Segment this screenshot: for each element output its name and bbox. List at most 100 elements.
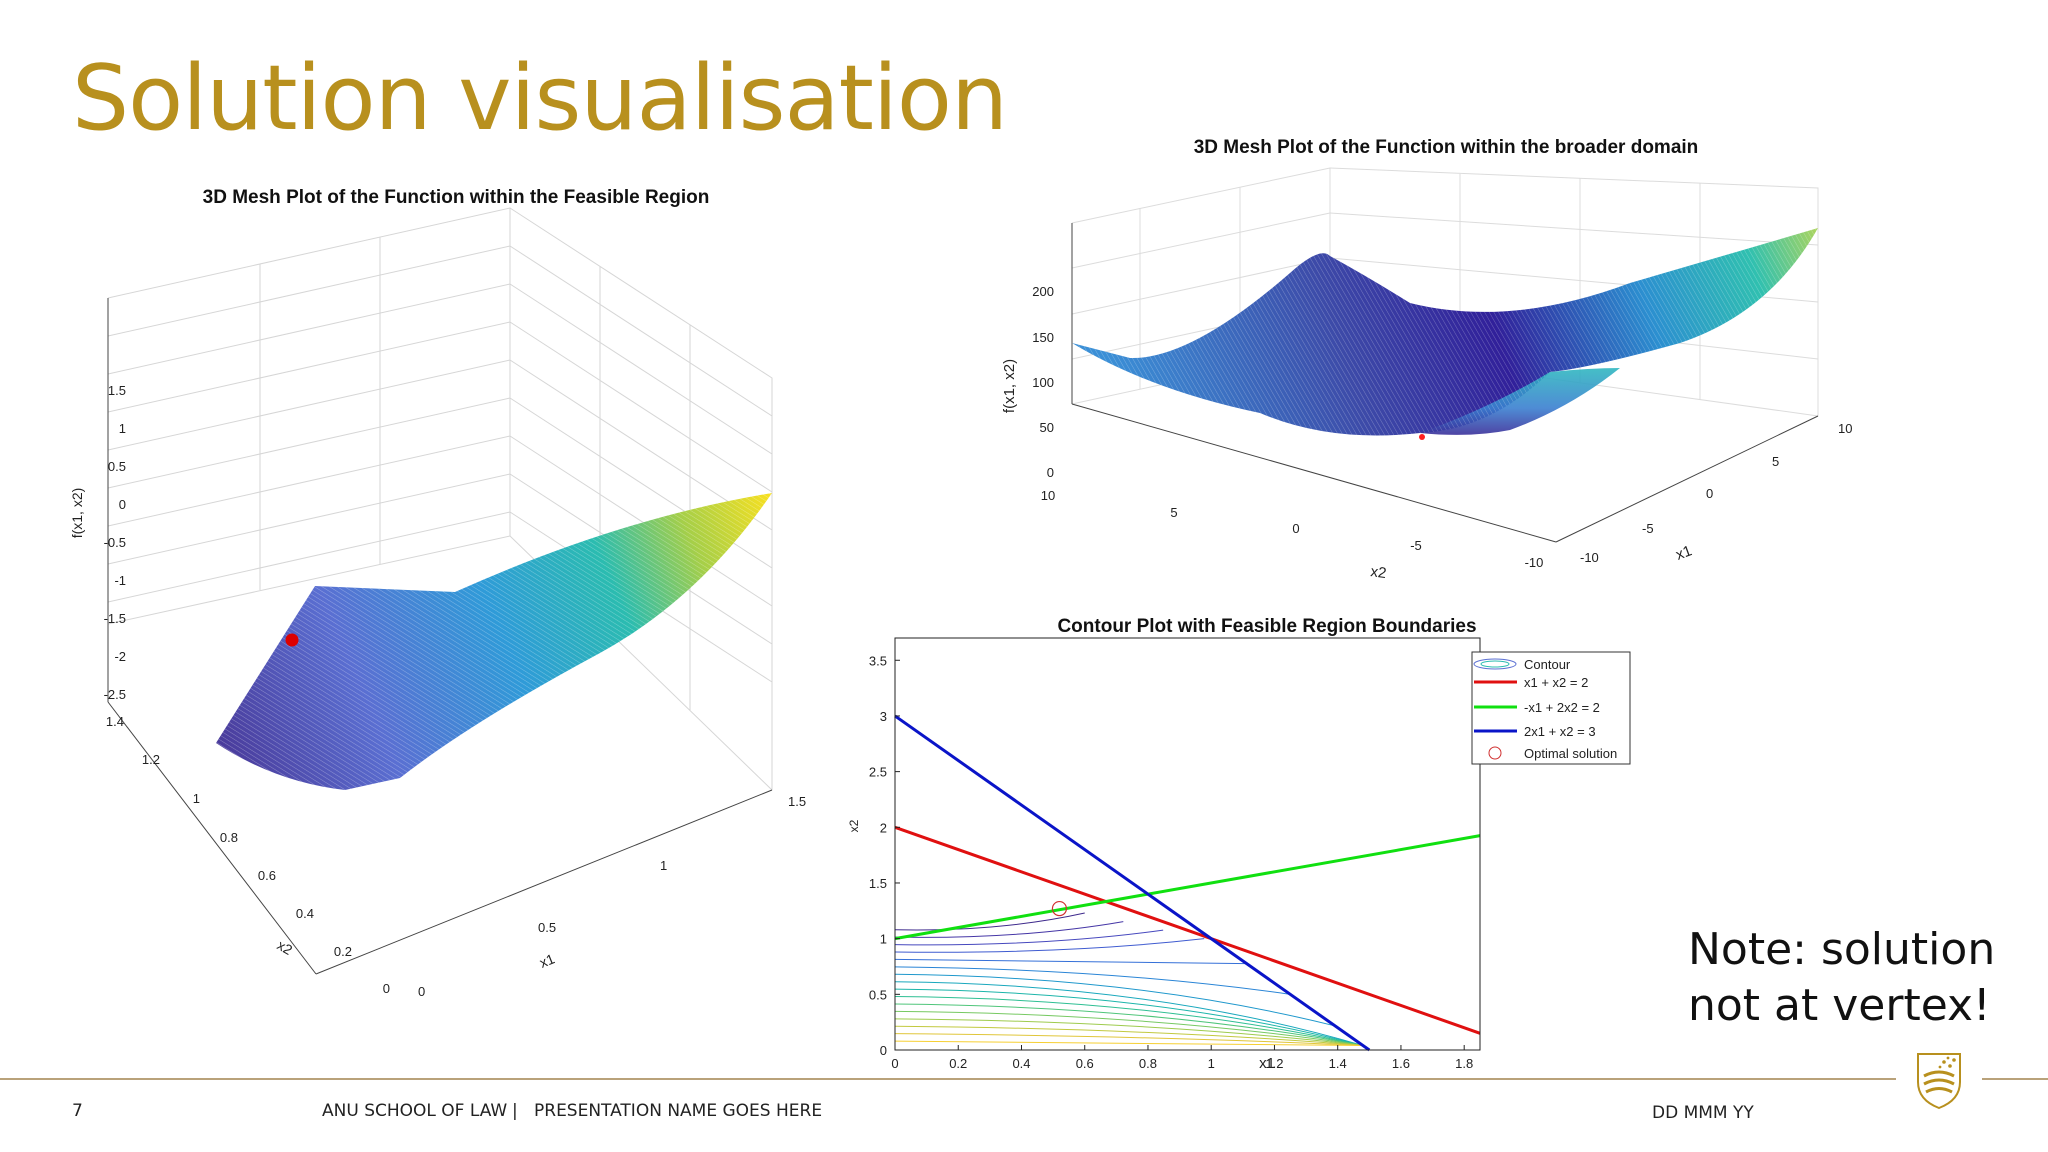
chart3-x-tick: 0.4 <box>1012 1056 1030 1071</box>
chart1-y-tick: 0.8 <box>220 830 238 845</box>
chart2-x-tick: 10 <box>1838 421 1852 436</box>
chart3-y-tick: 0.5 <box>869 987 887 1002</box>
chart2-x-tick: 0 <box>1706 486 1713 501</box>
chart1-z-tick: 1.5 <box>108 383 126 398</box>
footer-separator: | <box>512 1101 518 1121</box>
chart1-z-tick: 1 <box>119 421 126 436</box>
chart3-contour-level <box>894 1025 1364 1047</box>
chart2-y-tick: 0 <box>1292 521 1299 536</box>
chart3-x-tick: 0 <box>891 1056 898 1071</box>
chart2-surface-mesh <box>1072 228 1818 436</box>
footer-presentation: PRESENTATION NAME GOES HERE <box>534 1101 823 1121</box>
chart3-title: Contour Plot with Feasible Region Bounda… <box>1057 616 1476 637</box>
chart2-y-ticks: 10 5 0 -5 -10 <box>1041 488 1544 570</box>
footer-rule-right <box>1982 1078 2048 1080</box>
chart3-contour-level <box>894 1040 1364 1047</box>
chart2-y-tick: -10 <box>1525 555 1544 570</box>
chart3-contour-level <box>894 996 1364 1047</box>
chart1-y-label: x2 <box>275 937 296 958</box>
chart1-y-tick: 0 <box>383 981 390 996</box>
chart3-y-tick: 2 <box>880 820 887 835</box>
chart3-frame <box>894 637 1481 1051</box>
chart1-surface-mesh <box>216 493 772 790</box>
chart1-z-tick: 0.5 <box>108 459 126 474</box>
chart3-x-tick: 1.6 <box>1392 1056 1410 1071</box>
chart1-y-tick: 1.4 <box>106 714 124 729</box>
chart1-z-tick: -0.5 <box>104 535 126 550</box>
legend-item: -x1 + 2x2 = 2 <box>1524 700 1600 715</box>
chart3-contour-level <box>894 966 1291 995</box>
legend-item: Contour <box>1524 657 1571 672</box>
note-callout: Note: solution not at vertex! <box>1688 922 1995 1034</box>
chart1-y-tick: 1 <box>193 791 200 806</box>
chart1-y-tick: 0.2 <box>334 944 352 959</box>
chart2-x-label: x1 <box>1674 542 1695 563</box>
chart2-z-ticks: 200 150 100 50 0 <box>1032 284 1054 480</box>
chart2-title: 3D Mesh Plot of the Function within the … <box>1194 137 1699 158</box>
chart1-axes <box>107 298 773 975</box>
chart1-z-tick: -2 <box>114 649 126 664</box>
chart1-y-ticks: 1.4 1.2 1 0.8 0.6 0.4 0.2 0 <box>106 714 390 996</box>
chart2-optimal-marker <box>1419 434 1425 440</box>
footer-page-number: 7 <box>72 1101 83 1121</box>
chart3-x-tick: 0.2 <box>949 1056 967 1071</box>
chart1-z-ticks: 1.5 1 0.5 0 -0.5 -1 -1.5 -2 -2.5 <box>104 383 126 702</box>
chart1-x-ticks: 0 0.5 1 1.5 <box>418 794 806 999</box>
chart1-x-tick: 0.5 <box>538 920 556 935</box>
footer-date: DD MMM YY <box>1652 1103 1754 1123</box>
chart3-y-tick: 3 <box>880 709 887 724</box>
slide-title: Solution visualisation <box>72 52 1008 144</box>
chart2-z-tick: 0 <box>1047 465 1054 480</box>
chart3-contour-level <box>894 958 1247 965</box>
chart2-x-tick: -5 <box>1642 521 1654 536</box>
chart3-x-tick: 0.6 <box>1076 1056 1094 1071</box>
chart3-contour-level <box>894 988 1364 1047</box>
chart2-z-tick: 200 <box>1032 284 1054 299</box>
chart2-z-label: f(x1, x2) <box>1001 359 1018 413</box>
chart1-x-tick: 0 <box>418 984 425 999</box>
note-line-2: not at vertex! <box>1688 980 1991 1031</box>
chart3-y-tick: 0 <box>880 1043 887 1058</box>
chart3-contour-level <box>894 973 1336 1027</box>
chart3-x-tick: 1.8 <box>1455 1056 1473 1071</box>
chart3-y-tick: 3.5 <box>869 653 887 668</box>
legend-item: x1 + x2 = 2 <box>1524 675 1588 690</box>
chart1-title: 3D Mesh Plot of the Function within the … <box>203 187 710 208</box>
chart1-z-tick: -1.5 <box>104 611 126 626</box>
chart3-x-tick: 1.4 <box>1329 1056 1347 1071</box>
chart1-optimal-marker <box>285 633 299 647</box>
chart1-z-tick: -1 <box>114 573 126 588</box>
chart3-series-line <box>894 714 1371 1052</box>
legend-item: Optimal solution <box>1524 746 1617 761</box>
footer-rule-left <box>0 1078 1896 1080</box>
chart3-series-line <box>894 825 1481 1035</box>
chart2-x-tick: 5 <box>1772 454 1779 469</box>
chart1-z-tick: -2.5 <box>104 687 126 702</box>
chart3-x-label: x1 <box>1259 1055 1275 1072</box>
anu-crest-icon <box>1914 1048 1964 1110</box>
chart2-axes <box>1071 223 1819 543</box>
legend-contour-swatch-inner <box>1480 660 1510 668</box>
chart1-x-tick: 1 <box>660 858 667 873</box>
chart3-contour-level <box>894 921 1124 938</box>
footer-org: ANU SCHOOL OF LAW <box>322 1101 508 1121</box>
chart3-contour-level <box>894 912 1085 931</box>
chart3-contour-level <box>894 1003 1364 1047</box>
chart3-contours <box>894 912 1364 1047</box>
chart1-x-label: x1 <box>537 950 557 970</box>
chart1-z-label: f(x1, x2) <box>69 488 85 539</box>
chart2-z-tick: 150 <box>1032 330 1054 345</box>
chart1-y-tick: 1.2 <box>142 752 160 767</box>
chart3-y-tick: 2.5 <box>869 765 887 780</box>
chart3-contour-level <box>894 1010 1364 1047</box>
legend-item: 2x1 + x2 = 3 <box>1524 724 1596 739</box>
chart2-y-tick: -5 <box>1410 538 1422 553</box>
chart2-z-tick: 50 <box>1040 420 1054 435</box>
chart3-contour-level <box>894 1033 1364 1047</box>
chart2-y-tick: 10 <box>1041 488 1055 503</box>
chart3-contour-level <box>894 1018 1364 1047</box>
chart2-y-label: x2 <box>1369 563 1387 582</box>
chart1-x-tick: 1.5 <box>788 794 806 809</box>
chart3-contour-level <box>894 929 1164 946</box>
chart3-x-tick: 1 <box>1208 1056 1215 1071</box>
